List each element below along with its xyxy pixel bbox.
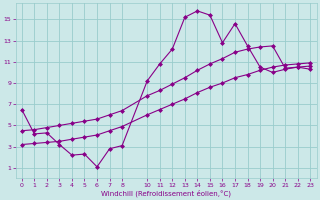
X-axis label: Windchill (Refroidissement éolien,°C): Windchill (Refroidissement éolien,°C) [101,189,231,197]
